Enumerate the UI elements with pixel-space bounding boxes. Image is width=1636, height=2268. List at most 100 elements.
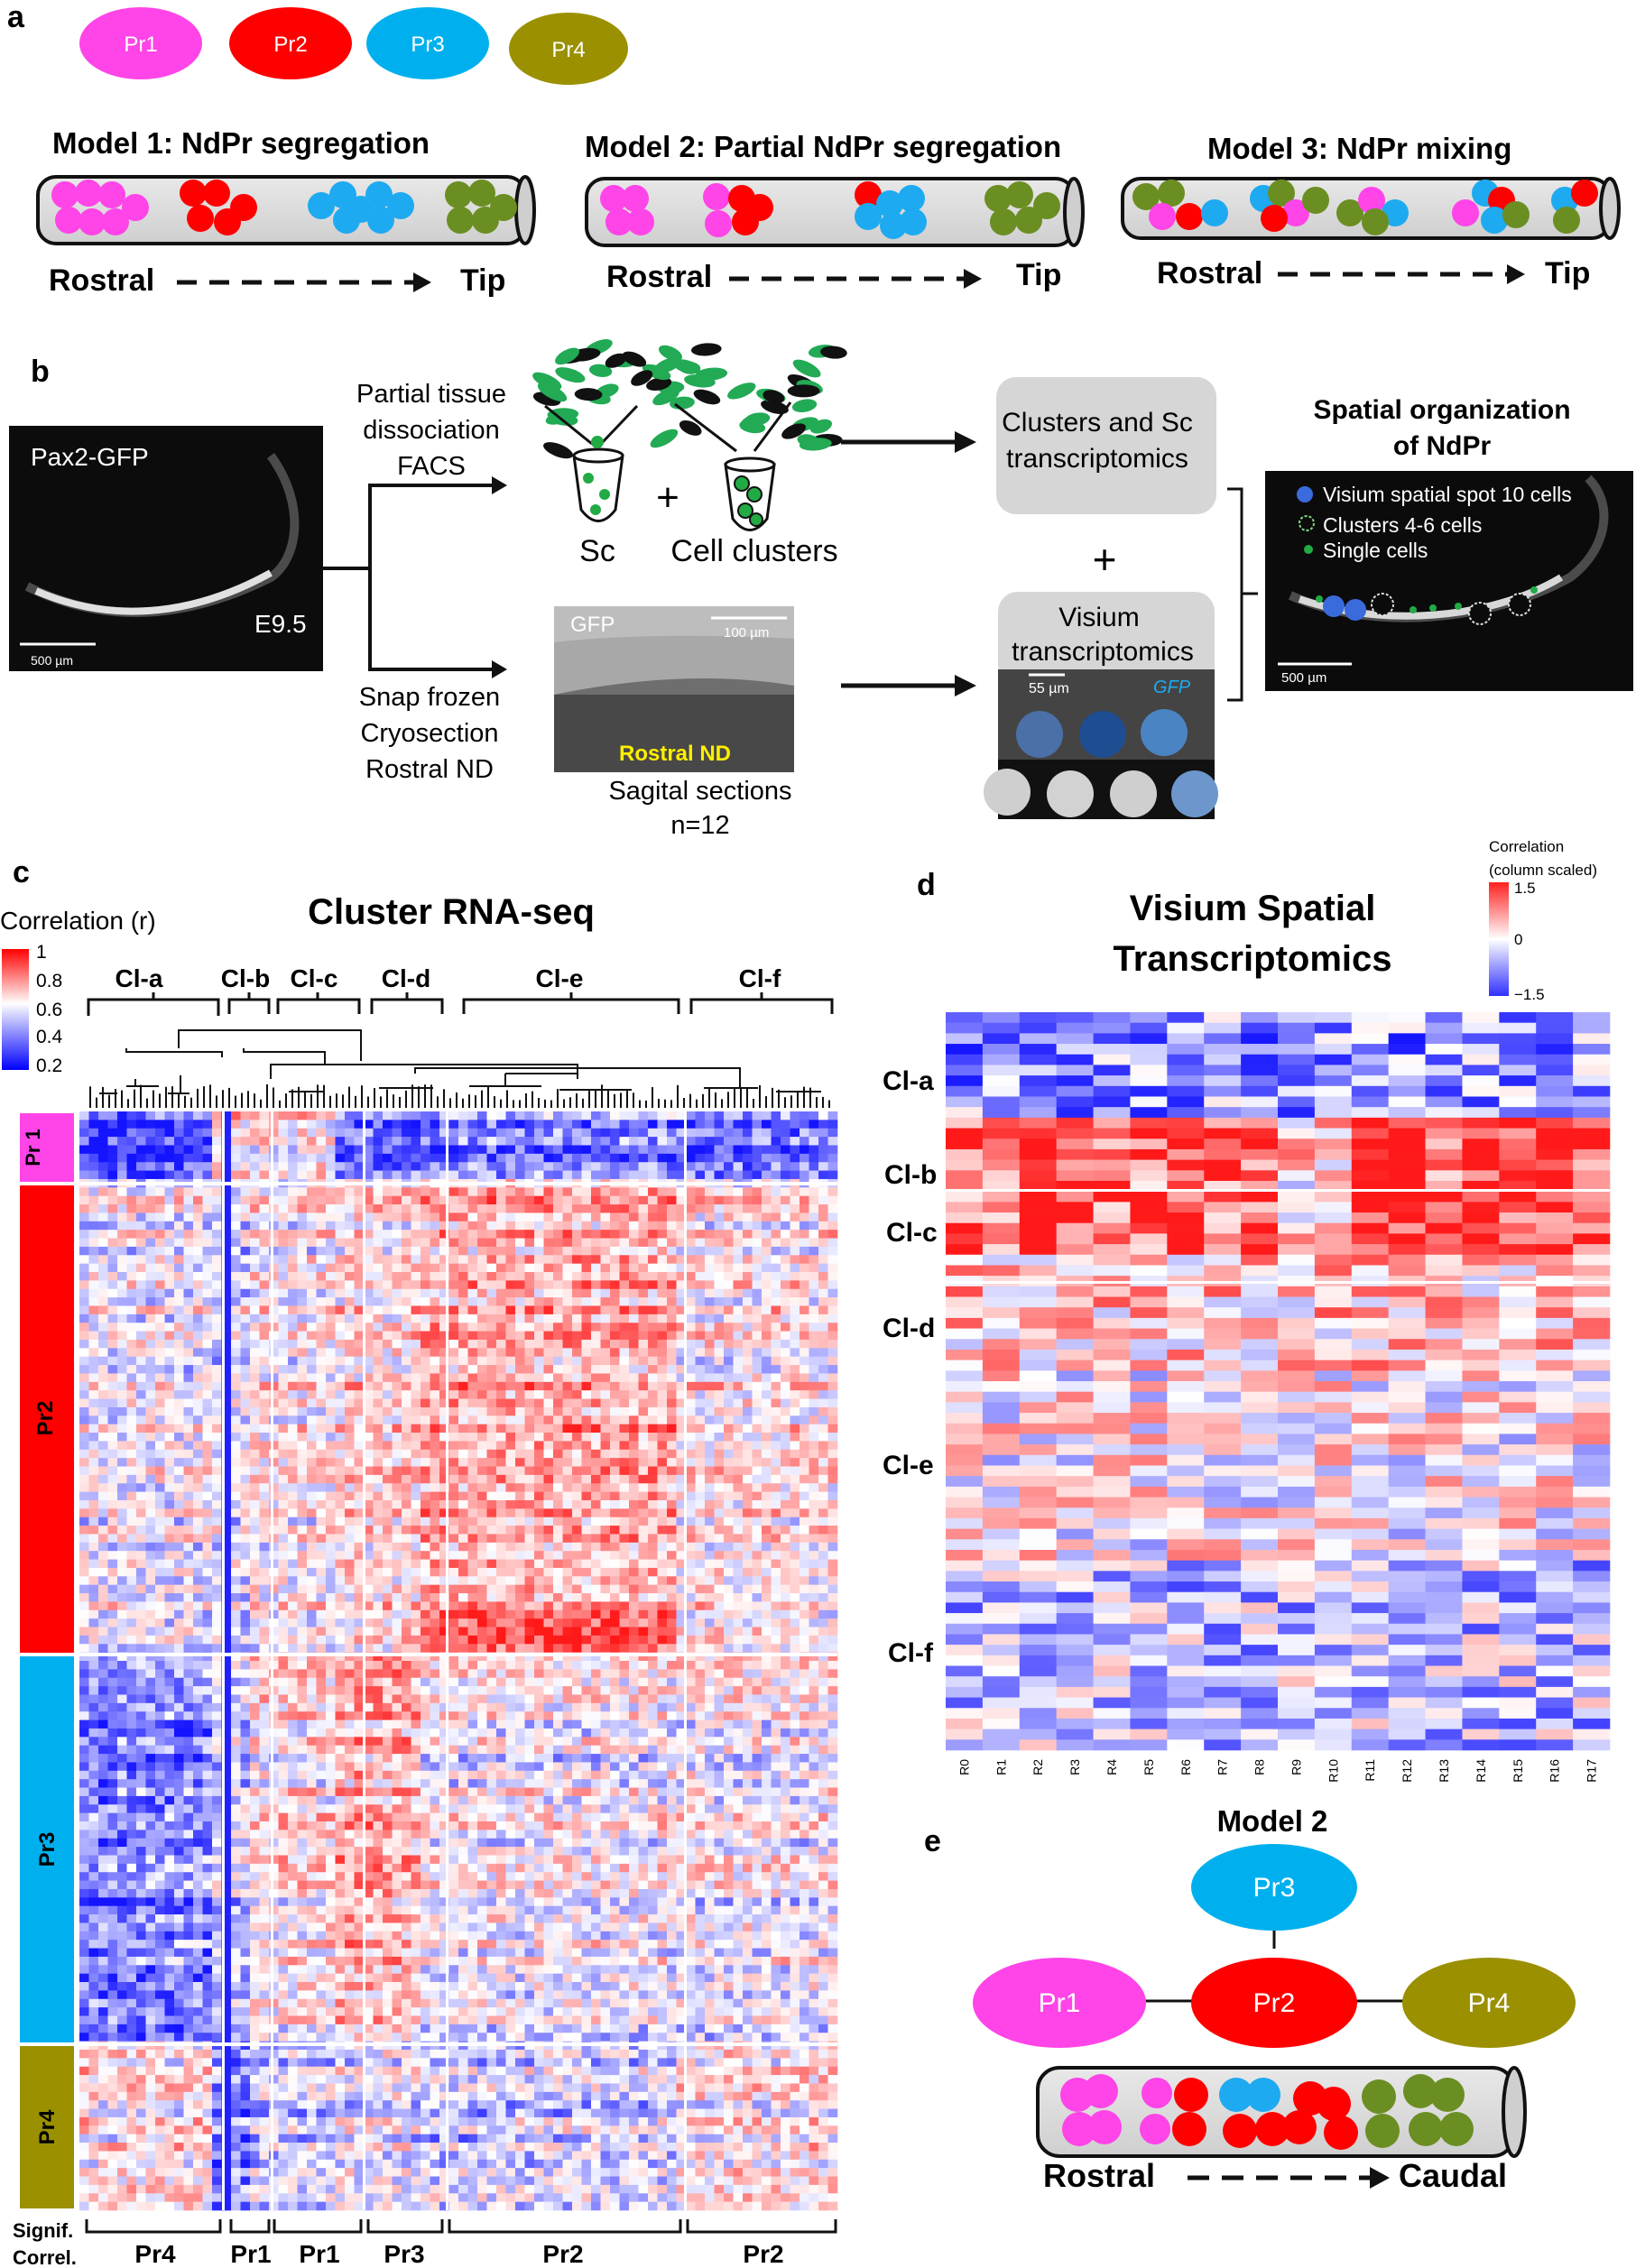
heatmap-cell <box>79 1526 89 1535</box>
heatmap-cell <box>126 1145 137 1155</box>
heatmap-cell <box>600 1195 611 1205</box>
heatmap-cell <box>714 1534 725 1544</box>
heatmap-cell <box>164 1204 175 1213</box>
heatmap-cell <box>648 1288 658 1298</box>
heatmap-cell <box>221 1449 232 1459</box>
heatmap-cell <box>231 1576 241 1585</box>
heatmap-cell <box>126 1331 137 1341</box>
heatmap-cell <box>136 1390 146 1399</box>
heatmap-cell <box>126 1576 137 1585</box>
heatmap-cell <box>117 1111 127 1120</box>
heatmap-cell <box>364 1424 374 1434</box>
heatmap-cell <box>524 1120 535 1129</box>
heatmap-cell <box>610 1390 620 1399</box>
heatmap-cell <box>383 1111 393 1120</box>
heatmap-cell <box>107 1491 118 1501</box>
heatmap-cell <box>316 1280 327 1290</box>
heatmap-cell <box>562 1526 573 1535</box>
heatmap-cell <box>383 1466 393 1476</box>
spatial-title-1: Spatial organization <box>1313 395 1570 425</box>
heatmap-cell <box>515 1128 525 1138</box>
cell-dot <box>1268 180 1295 207</box>
model-2-rostral: Rostral <box>606 260 712 294</box>
heatmap-cell <box>809 1255 819 1264</box>
heatmap-cell <box>193 1221 203 1231</box>
sc-tube <box>572 436 624 522</box>
dendrogram-branch <box>325 1064 578 1074</box>
heatmap-cell <box>638 1111 649 1120</box>
heatmap-cell <box>572 1424 582 1434</box>
heatmap-cell <box>202 1263 213 1273</box>
heatmap-cell <box>259 1230 270 1239</box>
heatmap-cell <box>657 1424 668 1434</box>
heatmap-cell <box>686 1517 696 1526</box>
heatmap-cell <box>762 1517 772 1526</box>
heatmap-cell <box>676 1365 687 1374</box>
heatmap-cell <box>581 1593 592 1602</box>
heatmap-cell <box>790 1584 800 1594</box>
heatmap-cell <box>800 1331 809 1341</box>
heatmap-cell <box>183 1272 194 1281</box>
heatmap-cell <box>781 1297 790 1306</box>
heatmap-cell <box>136 1441 146 1451</box>
heatmap-cell <box>686 1297 696 1306</box>
heatmap-cell <box>657 1221 668 1231</box>
heatmap-cell <box>657 1593 668 1602</box>
heatmap-cell <box>771 1458 781 1467</box>
heatmap-cell <box>591 1534 601 1544</box>
heatmap-cell <box>827 1593 838 1602</box>
heatmap-cell <box>288 1137 298 1146</box>
heatmap-cell <box>202 1348 213 1358</box>
heatmap-cell <box>762 1534 772 1544</box>
heatmap-cell <box>402 1381 411 1391</box>
heatmap-cell <box>250 1120 260 1129</box>
heatmap-cell <box>307 1381 317 1391</box>
heatmap-cell <box>505 1508 516 1518</box>
heatmap-cell <box>800 1162 809 1171</box>
heatmap-cell <box>98 1441 108 1451</box>
heatmap-cell <box>771 1441 781 1451</box>
heatmap-cell <box>421 1187 430 1196</box>
heatmap-cell <box>373 1526 384 1535</box>
heatmap-cell <box>136 1162 146 1171</box>
heatmap-cell <box>467 1280 478 1290</box>
heatmap-cell <box>107 1381 118 1391</box>
heatmap-cell <box>724 1542 734 1552</box>
heatmap-cell <box>790 1415 800 1424</box>
heatmap-cell <box>686 1567 696 1577</box>
heatmap-cell <box>345 1145 355 1155</box>
heatmap-cell <box>477 1365 487 1374</box>
heatmap-cell <box>145 1551 156 1560</box>
heatmap-cell <box>231 1474 241 1484</box>
heatmap-cell <box>534 1406 544 1416</box>
heatmap-cell <box>477 1508 487 1518</box>
c-col-cle: Cl-e <box>536 964 584 992</box>
heatmap-cell <box>827 1390 838 1399</box>
heatmap-cell <box>430 1415 440 1424</box>
heatmap-cell <box>250 1339 260 1349</box>
heatmap-cell <box>231 1517 241 1526</box>
heatmap-cell <box>790 1221 800 1231</box>
heatmap-cell <box>543 1584 554 1594</box>
heatmap-cell <box>316 1305 327 1315</box>
heatmap-cell <box>790 1483 800 1492</box>
heatmap-cell <box>705 1323 715 1332</box>
heatmap-cell <box>686 1204 696 1213</box>
heatmap-cell <box>486 1517 497 1526</box>
heatmap-cell <box>657 1162 668 1171</box>
heatmap-cell <box>98 1449 108 1459</box>
heatmap-cell <box>581 1576 592 1585</box>
heatmap-cell <box>581 1415 592 1424</box>
heatmap-cell <box>278 1187 289 1196</box>
heatmap-cell <box>534 1272 544 1281</box>
heatmap-cell <box>98 1365 108 1374</box>
heatmap-cell <box>411 1356 421 1366</box>
heatmap-cell <box>762 1153 772 1163</box>
heatmap-cell <box>467 1238 478 1248</box>
heatmap-cell <box>648 1567 658 1577</box>
heatmap-cell <box>221 1474 232 1484</box>
heatmap-cell <box>762 1230 772 1239</box>
heatmap-cell <box>193 1230 203 1239</box>
heatmap-cell <box>477 1323 487 1332</box>
heatmap-cell <box>183 1390 194 1399</box>
